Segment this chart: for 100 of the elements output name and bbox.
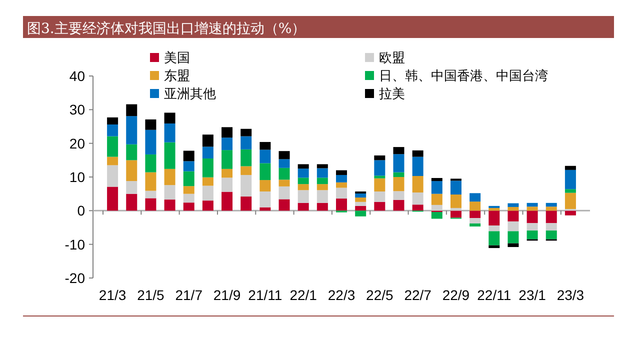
bar bbox=[240, 166, 252, 175]
bar bbox=[145, 172, 156, 191]
bar bbox=[336, 170, 347, 175]
bar bbox=[278, 180, 290, 186]
x-tick-label: 21/5 bbox=[137, 287, 165, 303]
legend-label: 日、韩、中国香港、中国台湾 bbox=[379, 68, 548, 84]
bar bbox=[298, 184, 309, 190]
bar bbox=[526, 206, 538, 211]
bar bbox=[412, 176, 424, 192]
bar bbox=[202, 158, 214, 178]
bar bbox=[202, 134, 214, 147]
bar bbox=[107, 124, 118, 136]
bar bbox=[508, 203, 519, 207]
bar bbox=[164, 123, 176, 142]
bar bbox=[508, 210, 519, 222]
bar bbox=[470, 193, 481, 202]
bar bbox=[546, 223, 557, 231]
bar bbox=[260, 163, 271, 180]
legend-label: 美国 bbox=[164, 50, 190, 66]
bar bbox=[107, 186, 118, 211]
bar bbox=[183, 186, 194, 194]
bar bbox=[470, 218, 481, 224]
bar bbox=[412, 192, 424, 205]
x-tick-label: 21/11 bbox=[248, 287, 282, 303]
bar bbox=[260, 191, 271, 208]
bar bbox=[374, 160, 386, 176]
bar bbox=[355, 206, 366, 211]
bar bbox=[222, 178, 233, 192]
bar bbox=[126, 181, 138, 194]
bar bbox=[431, 204, 442, 211]
bar bbox=[298, 202, 309, 211]
bar bbox=[298, 178, 309, 184]
bar bbox=[298, 190, 309, 203]
bar bbox=[126, 194, 138, 211]
bar bbox=[488, 225, 500, 232]
bar bbox=[145, 198, 156, 211]
bar bbox=[355, 210, 366, 216]
bar bbox=[526, 230, 538, 240]
bar bbox=[470, 223, 481, 226]
bar bbox=[412, 156, 424, 176]
bar bbox=[222, 192, 233, 211]
bar bbox=[393, 147, 404, 154]
bar bbox=[278, 168, 290, 180]
bar bbox=[374, 202, 386, 211]
y-tick-label: -10 bbox=[64, 236, 86, 252]
legend-label: 欧盟 bbox=[379, 51, 405, 66]
x-tick-label: 22/5 bbox=[366, 287, 394, 303]
bar bbox=[508, 243, 519, 248]
bar bbox=[107, 117, 118, 124]
bar bbox=[526, 210, 538, 224]
bar bbox=[260, 150, 271, 164]
x-tick-label: 22/9 bbox=[442, 287, 470, 303]
bar bbox=[470, 202, 481, 211]
bar bbox=[431, 212, 442, 219]
bar bbox=[260, 180, 271, 192]
bar bbox=[546, 210, 557, 224]
bar bbox=[240, 149, 252, 166]
bar bbox=[564, 166, 576, 170]
bar bbox=[470, 210, 481, 218]
bar bbox=[316, 190, 328, 203]
bar bbox=[564, 192, 576, 209]
y-tick-label: -20 bbox=[64, 270, 86, 286]
bar bbox=[222, 150, 233, 169]
bar bbox=[393, 191, 404, 200]
y-tick-label: 20 bbox=[69, 135, 86, 152]
y-tick-label: 30 bbox=[69, 102, 86, 118]
legend-label: 拉美 bbox=[379, 86, 405, 102]
bar bbox=[393, 200, 404, 211]
x-tick-label: 21/9 bbox=[213, 287, 241, 303]
bar bbox=[336, 182, 347, 188]
x-tick-label: 22/11 bbox=[477, 287, 512, 303]
bar bbox=[412, 150, 424, 157]
bar bbox=[526, 202, 538, 207]
bar bbox=[164, 168, 176, 186]
bar bbox=[164, 185, 176, 200]
x-tick-label: 23/3 bbox=[556, 287, 584, 303]
bar bbox=[126, 160, 138, 182]
bar bbox=[564, 170, 576, 190]
bar bbox=[431, 181, 442, 194]
x-tick-label: 21/3 bbox=[98, 287, 126, 303]
bar bbox=[278, 159, 290, 168]
y-tick-label: 0 bbox=[77, 202, 86, 219]
bar bbox=[316, 164, 328, 168]
bar bbox=[107, 165, 118, 187]
bar bbox=[336, 188, 347, 199]
bar bbox=[355, 202, 366, 206]
bar bbox=[202, 146, 214, 158]
bar bbox=[393, 177, 404, 192]
bar bbox=[240, 136, 252, 150]
bar bbox=[355, 198, 366, 202]
bar bbox=[374, 191, 386, 202]
bar bbox=[431, 194, 442, 205]
bar bbox=[450, 180, 462, 195]
bar bbox=[145, 130, 156, 154]
bar bbox=[564, 189, 576, 193]
bar bbox=[145, 190, 156, 198]
x-tick-label: 21/7 bbox=[175, 287, 203, 303]
bar bbox=[240, 128, 252, 136]
bar bbox=[183, 202, 194, 211]
y-tick-label: 10 bbox=[69, 169, 86, 185]
